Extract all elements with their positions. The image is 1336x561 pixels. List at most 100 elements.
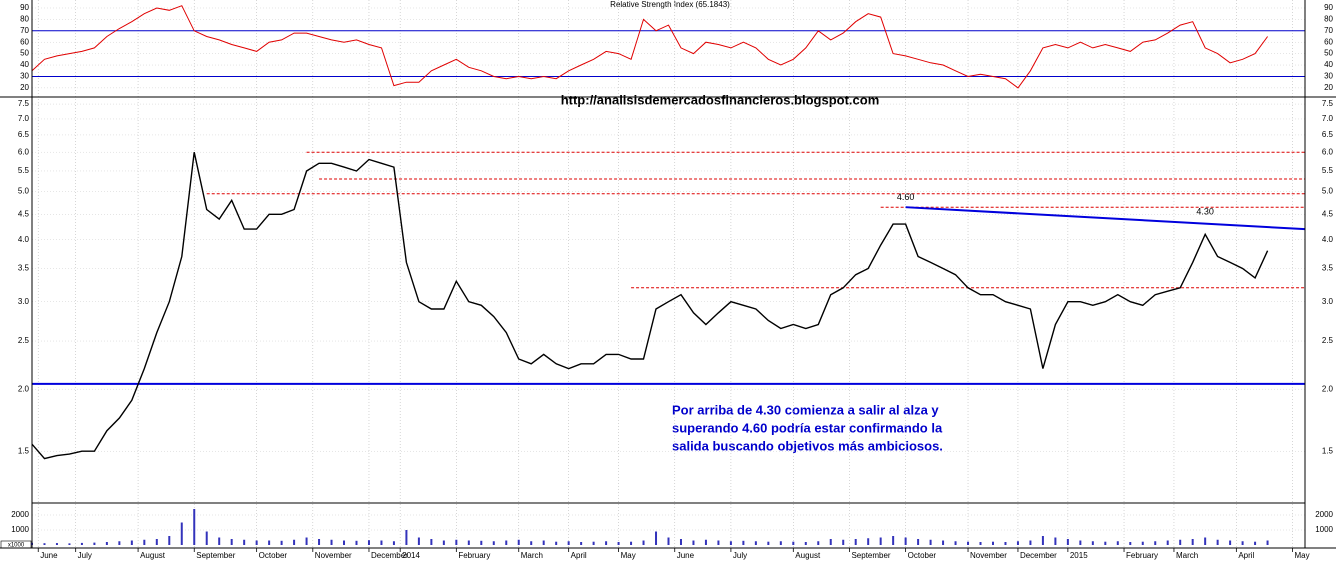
volume-bar: [567, 541, 570, 545]
volume-bar: [1241, 541, 1244, 545]
y-tick-label-right: 50: [1324, 49, 1333, 58]
volume-bar: [367, 540, 370, 545]
volume-bar: [779, 541, 782, 545]
x-tick-label: May: [1295, 551, 1310, 560]
y-tick-label: 40: [20, 60, 29, 69]
y-tick-label: 6.5: [18, 130, 30, 139]
volume-bar: [605, 541, 608, 545]
volume-bar: [1079, 540, 1082, 545]
x-tick-label: March: [521, 551, 543, 560]
y-tick-label: 3.0: [18, 297, 30, 306]
volume-bar: [867, 538, 870, 545]
volume-bar: [442, 540, 445, 545]
y-tick-label-right: 6.0: [1322, 147, 1334, 156]
volume-bar: [230, 539, 233, 545]
y-tick-label: 2.0: [18, 384, 30, 393]
volume-bar: [330, 539, 333, 545]
volume-bar: [1116, 541, 1119, 545]
volume-bar: [1066, 539, 1069, 545]
volume-bar: [155, 539, 158, 545]
y-tick-label-right: 6.5: [1322, 130, 1334, 139]
volume-bar: [692, 540, 695, 545]
volume-bar: [904, 537, 907, 545]
volume-bar: [143, 539, 146, 545]
volume-bar: [530, 541, 533, 545]
volume-bar: [480, 540, 483, 545]
y-tick-label: 4.5: [18, 209, 30, 218]
volume-bar: [991, 541, 994, 545]
volume-bar: [1054, 537, 1057, 545]
volume-bar: [667, 537, 670, 545]
y-tick-label-right: 2.0: [1322, 384, 1334, 393]
series-line: [31, 152, 1269, 460]
x-tick-label: May: [621, 551, 636, 560]
volume-bar: [942, 540, 945, 545]
y-tick-label-right: 3.5: [1322, 264, 1334, 273]
volume-bar: [93, 542, 96, 545]
volume-bar: [929, 539, 932, 545]
x-tick-label: December: [1020, 551, 1057, 560]
note-line: Por arriba de 4.30 comienza a salir al a…: [672, 402, 939, 417]
volume-bar: [1154, 541, 1157, 545]
y-tick-label: 50: [20, 49, 29, 58]
y-tick-label: 90: [20, 3, 29, 12]
volume-bar: [754, 541, 757, 545]
point-label: 4.60: [897, 192, 915, 202]
volume-bar: [105, 542, 108, 545]
volume-bar: [1191, 539, 1194, 545]
y-tick-label: 6.0: [18, 147, 30, 156]
y-tick-label: 20: [20, 83, 29, 92]
x-tick-label: April: [571, 551, 587, 560]
volume-bar: [1204, 537, 1207, 545]
y-tick-label: 5.0: [18, 187, 30, 196]
y-tick-label-right: 3.0: [1322, 297, 1334, 306]
volume-bar: [655, 531, 658, 545]
volume-bar: [68, 543, 71, 545]
volume-bar: [1029, 540, 1032, 545]
y-tick-label-right: 70: [1324, 26, 1333, 35]
y-tick-label: 2.5: [18, 336, 30, 345]
volume-bar: [1266, 540, 1269, 545]
volume-bar: [467, 540, 470, 545]
x-tick-label: 2015: [1070, 551, 1088, 560]
y-tick-label: 80: [20, 15, 29, 24]
y-tick-label-right: 1000: [1315, 525, 1333, 534]
volume-bar: [967, 541, 970, 545]
x-tick-label: June: [677, 551, 695, 560]
volume-bar: [355, 540, 358, 545]
volume-bar: [1254, 541, 1257, 545]
volume-bar: [1141, 541, 1144, 545]
note-line: salida buscando objetivos más ambiciosos…: [672, 438, 943, 453]
volume-bar: [517, 539, 520, 545]
x-tick-label: 2014: [402, 551, 420, 560]
volume-bar: [1041, 536, 1044, 545]
volume-bar: [343, 540, 346, 545]
volume-bar: [1016, 541, 1019, 545]
y-tick-label: 1000: [11, 525, 29, 534]
x-tick-label: July: [733, 551, 747, 560]
x-tick-label: June: [40, 551, 58, 560]
y-tick-label-right: 20: [1324, 83, 1333, 92]
volume-bar: [318, 539, 321, 545]
x-tick-label: April: [1238, 551, 1254, 560]
x-tick-label: October: [259, 551, 288, 560]
volume-bar: [430, 539, 433, 545]
y-tick-label-right: 60: [1324, 37, 1333, 46]
volume-bar: [717, 540, 720, 545]
x-tick-label: November: [315, 551, 352, 560]
volume-bar: [43, 543, 46, 545]
volume-bar: [243, 539, 246, 545]
volume-bar: [617, 542, 620, 545]
x-tick-label: February: [1126, 551, 1158, 560]
volume-bar: [1129, 542, 1132, 545]
volume-bar: [268, 540, 271, 545]
y-tick-label-right: 7.0: [1322, 114, 1334, 123]
volume-bar: [704, 539, 707, 545]
volume-bar: [792, 541, 795, 545]
y-tick-label: 4.0: [18, 235, 30, 244]
volume-bar: [580, 542, 583, 545]
y-tick-label-right: 4.0: [1322, 235, 1334, 244]
note-line: superando 4.60 podría estar confirmando …: [672, 420, 943, 435]
volume-bar: [305, 537, 308, 545]
volume-bar: [804, 542, 807, 545]
